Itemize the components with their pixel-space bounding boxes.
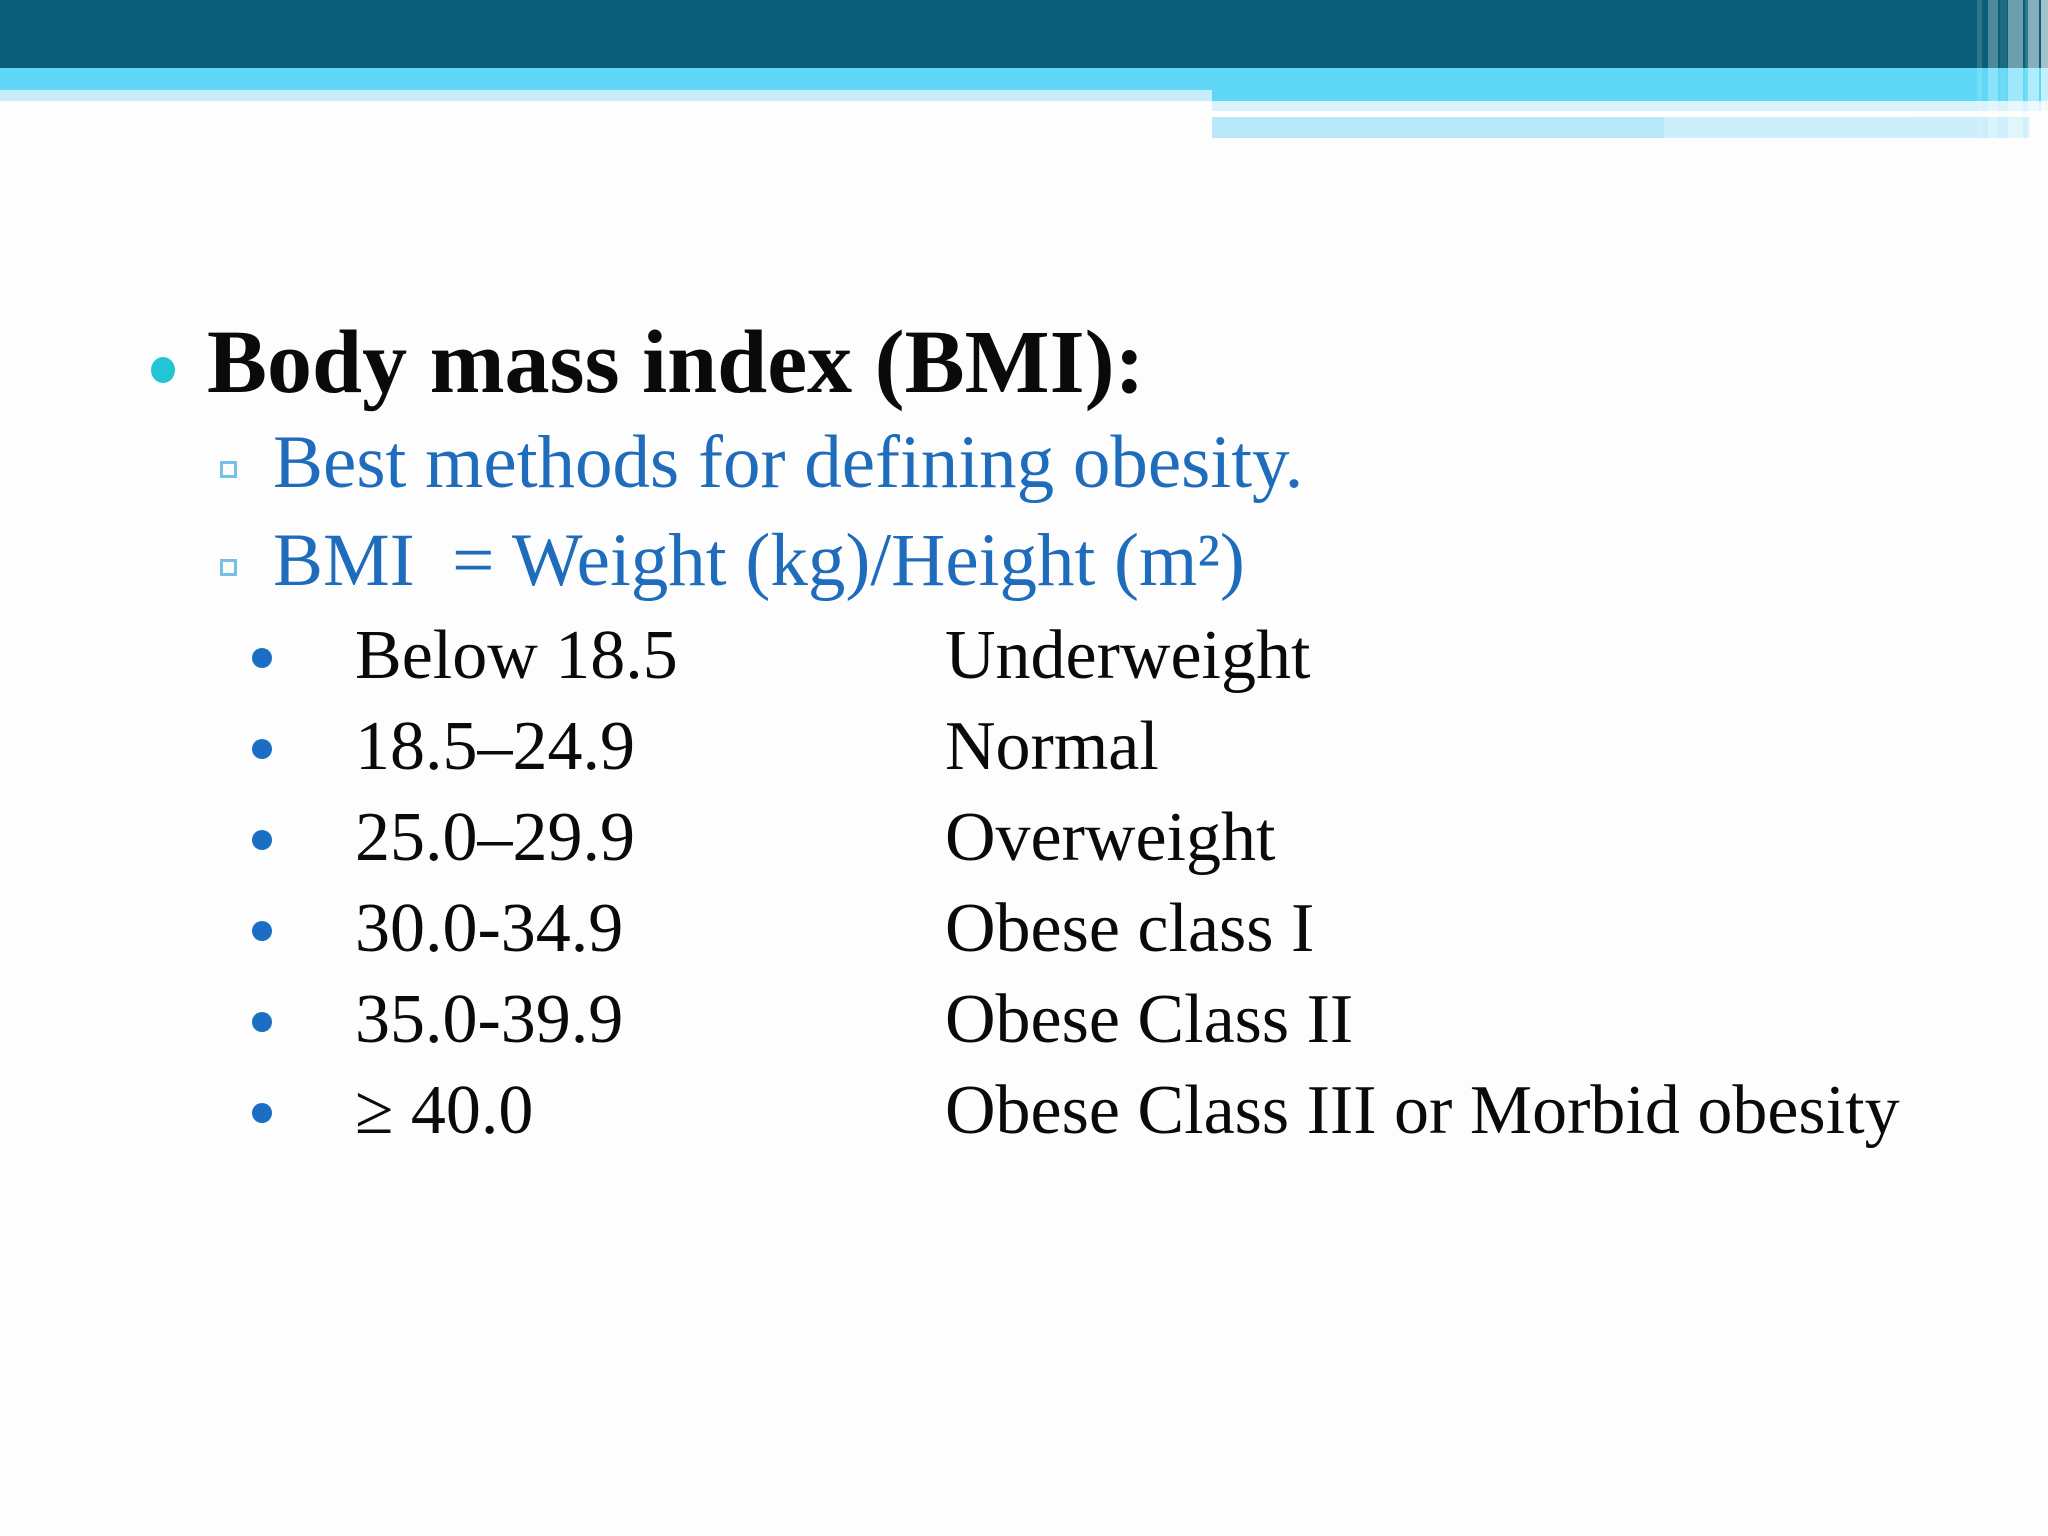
header-pale-band — [0, 90, 2048, 101]
header-vertical-stripe — [2000, 0, 2007, 138]
bmi-range: ≥ 40.0 — [355, 1072, 534, 1149]
bmi-row: Below 18.5 Underweight — [0, 621, 2048, 712]
header-pale-step-3 — [1664, 117, 2030, 138]
bmi-range: 18.5–24.9 — [355, 708, 635, 785]
header-pale-step-1 — [1212, 101, 2048, 111]
header-vertical-stripe — [2025, 0, 2028, 138]
bmi-category: Obese class I — [945, 890, 1315, 967]
bullet-circle-icon — [252, 830, 272, 850]
bmi-row: 35.0-39.9 Obese Class II — [0, 985, 2048, 1076]
header-vertical-stripe — [2041, 0, 2048, 138]
bullet-circle-icon — [252, 1103, 272, 1123]
slide-title: Body mass index (BMI): — [207, 313, 1145, 412]
header-vertical-stripe — [2008, 0, 2023, 138]
header-vertical-stripe — [1977, 0, 1982, 138]
bullet-circle-icon — [252, 739, 272, 759]
bmi-row: 18.5–24.9 Normal — [0, 712, 2048, 803]
header-white-stripe — [1212, 111, 1914, 117]
header-vertical-stripe — [1988, 0, 1998, 138]
bmi-category: Underweight — [945, 617, 1311, 694]
header-dark-band — [0, 0, 2048, 68]
sub-bullet-text: BMI = Weight (kg)/Height (m²) — [273, 519, 1245, 602]
bmi-category: Overweight — [945, 799, 1276, 876]
bullet-circle-icon — [252, 648, 272, 668]
bmi-range: 35.0-39.9 — [355, 981, 624, 1058]
bmi-range: Below 18.5 — [355, 617, 678, 694]
header-decoration — [0, 0, 2048, 140]
bmi-row: 30.0-34.9 Obese class I — [0, 894, 2048, 985]
bullet-square-icon — [220, 461, 237, 478]
bullet-square-icon — [220, 559, 237, 576]
bmi-category: Obese Class III or Morbid obesity — [945, 1072, 1900, 1149]
sub-bullet-text: Best methods for defining obesity. — [273, 421, 1304, 504]
bmi-category: Obese Class II — [945, 981, 1354, 1058]
header-pale-step-2 — [1212, 117, 1664, 138]
bmi-row: ≥ 40.0 Obese Class III or Morbid obesity — [0, 1076, 2048, 1167]
bmi-row: 25.0–29.9 Overweight — [0, 803, 2048, 894]
bullet-circle-icon — [252, 921, 272, 941]
bmi-category: Normal — [945, 708, 1159, 785]
bmi-range: 30.0-34.9 — [355, 890, 624, 967]
bmi-range: 25.0–29.9 — [355, 799, 635, 876]
header-vertical-stripe — [2028, 0, 2039, 138]
header-sky-band-right-extension — [1212, 68, 2048, 101]
bullet-circle-icon — [252, 1012, 272, 1032]
title-bullet-dot-icon — [151, 357, 175, 383]
